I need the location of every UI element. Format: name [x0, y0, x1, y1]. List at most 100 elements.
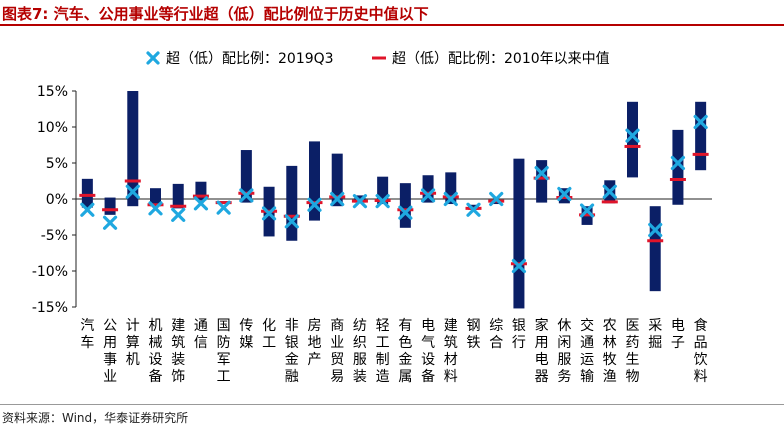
y-tick-label: 10%	[37, 120, 68, 136]
range-bar	[649, 206, 661, 292]
current-marker	[489, 191, 504, 207]
x-tick-char: 合	[489, 335, 503, 351]
cross-stroke	[648, 222, 663, 238]
x-tick-char: 算	[126, 335, 140, 351]
current-marker	[420, 188, 436, 203]
y-tick-label: 0%	[46, 192, 68, 208]
cross-stroke	[670, 155, 686, 171]
current-marker	[216, 200, 231, 215]
current-marker	[148, 201, 163, 216]
median-markers	[79, 144, 709, 266]
cross-stroke	[239, 188, 254, 203]
cross-stroke	[80, 202, 95, 217]
x-tick-char: 牧	[603, 352, 617, 368]
range-bar	[672, 129, 684, 205]
range-bar	[240, 150, 252, 203]
cross-stroke	[375, 194, 390, 209]
x-tick-char: 计	[126, 318, 140, 334]
x-tick-char: 服	[557, 352, 571, 368]
x-tick-char: 设	[149, 352, 163, 368]
x-tick-char: 务	[557, 369, 571, 385]
x-tick-label: 汽车	[80, 318, 94, 351]
current-markers	[80, 114, 708, 274]
x-tick-char: 造	[376, 369, 390, 385]
x-tick-char: 气	[421, 335, 435, 351]
x-tick-char: 防	[217, 335, 231, 351]
cross-stroke	[102, 215, 118, 230]
range-bar	[536, 160, 548, 203]
x-tick-char: 综	[489, 318, 503, 334]
cross-stroke	[125, 184, 140, 199]
x-tick-char: 公	[103, 318, 117, 334]
y-tick-label: -10%	[32, 264, 68, 280]
x-tick-label: 采掘	[648, 318, 662, 351]
cross-stroke	[420, 188, 436, 203]
x-tick-char: 饮	[694, 352, 708, 368]
x-tick-label: 房地产	[308, 318, 322, 368]
x-tick-label: 传媒	[239, 318, 253, 351]
x-tick-char: 工	[376, 335, 390, 351]
x-tick-char: 料	[694, 369, 708, 385]
x-tick-char: 铁	[467, 335, 481, 351]
x-tick-label: 公用事业	[103, 318, 117, 385]
x-tick-char: 车	[80, 334, 94, 351]
current-marker	[284, 214, 299, 229]
cross-stroke	[511, 258, 527, 274]
x-tick-char: 属	[398, 369, 412, 385]
x-tick-char: 闲	[557, 335, 571, 351]
x-tick-label: 银行	[512, 318, 526, 351]
range-bar	[195, 181, 207, 201]
x-axis-labels: 汽车公用事业计算机机械设备建筑装饰通信国防军工传媒化工非银金融房地产商业贸易纺织…	[80, 317, 707, 385]
x-tick-char: 备	[149, 368, 163, 385]
current-marker	[307, 197, 322, 212]
current-marker	[557, 186, 572, 202]
current-marker	[648, 222, 663, 238]
x-tick-char: 食	[694, 317, 708, 334]
chart: 超（低）配比例：2019Q3 超（低）配比例：2010年以来中值 15% 10% 5%…	[32, 51, 712, 385]
x-tick-char: 电	[671, 318, 685, 334]
chart-title: 图表7: 汽车、公用事业等行业超（低）配比例位于历史中值以下	[2, 5, 429, 23]
cross-stroke	[579, 203, 595, 218]
y-tick-label: -15%	[32, 300, 68, 316]
range-bar	[331, 153, 343, 207]
y-tick-label: 15%	[37, 84, 68, 100]
x-tick-char: 金	[398, 352, 412, 368]
cross-stroke	[489, 191, 504, 207]
cross-stroke	[534, 165, 549, 181]
current-marker	[352, 194, 368, 209]
x-tick-char: 家	[535, 317, 549, 334]
x-tick-char: 药	[626, 335, 640, 351]
x-tick-char: 媒	[239, 335, 253, 351]
x-tick-char: 器	[535, 369, 549, 385]
current-marker	[193, 196, 209, 211]
current-marker	[375, 194, 390, 209]
x-tick-label: 钢铁	[467, 318, 481, 351]
x-tick-char: 装	[171, 352, 185, 368]
x-tick-char: 贸	[330, 352, 344, 368]
x-tick-char: 服	[353, 352, 367, 368]
bars	[81, 91, 707, 309]
x-tick-char: 生	[626, 352, 640, 368]
current-marker	[261, 206, 277, 221]
range-bar	[150, 188, 161, 207]
x-tick-label: 化工	[262, 318, 276, 351]
x-tick-char: 建	[444, 318, 458, 334]
current-marker	[534, 165, 549, 181]
cross-stroke	[602, 184, 617, 199]
range-bar	[81, 178, 93, 208]
x-tick-char: 物	[626, 369, 640, 385]
x-tick-char: 工	[217, 369, 231, 385]
x-tick-char: 装	[353, 369, 367, 385]
current-marker	[398, 205, 413, 220]
current-marker	[579, 203, 595, 218]
current-marker	[511, 258, 527, 274]
y-tick-label: -5%	[41, 228, 68, 244]
